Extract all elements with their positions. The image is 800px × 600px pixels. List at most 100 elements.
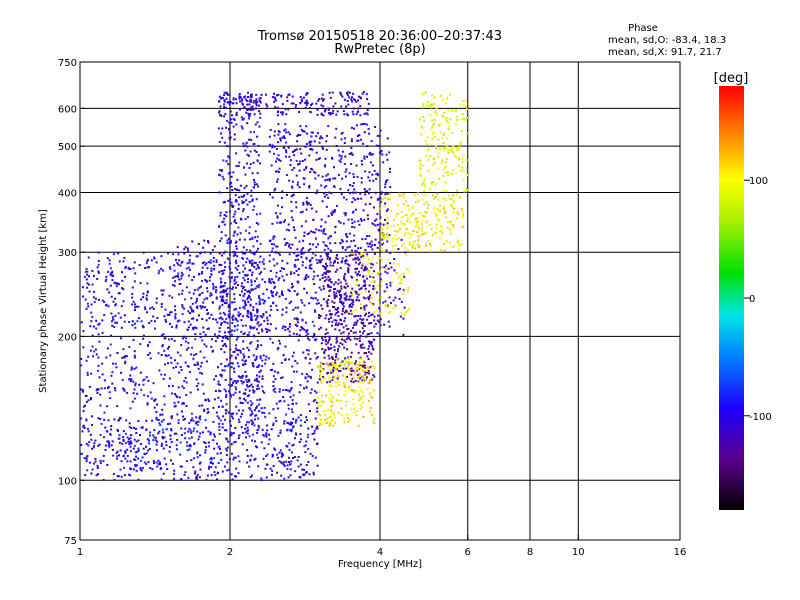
data-point	[276, 215, 279, 218]
data-point	[356, 410, 359, 412]
data-point	[416, 223, 419, 226]
data-point	[339, 300, 342, 303]
data-point	[294, 149, 297, 151]
data-point	[232, 314, 235, 317]
data-point	[435, 223, 438, 226]
data-point	[289, 323, 291, 326]
data-point	[258, 283, 261, 286]
data-point	[180, 427, 183, 430]
data-point	[207, 467, 210, 470]
data-point	[258, 104, 261, 107]
data-point	[241, 290, 243, 293]
data-point	[373, 365, 376, 367]
data-point	[456, 239, 459, 242]
data-point	[366, 235, 368, 238]
data-point	[248, 389, 251, 392]
data-point	[403, 223, 406, 226]
data-point	[225, 396, 228, 398]
data-point	[118, 260, 121, 263]
data-point	[188, 259, 191, 261]
data-point	[358, 223, 361, 226]
data-point	[251, 271, 254, 274]
data-point	[218, 100, 221, 103]
data-point	[232, 234, 235, 237]
data-point	[322, 105, 325, 108]
data-point	[367, 128, 370, 130]
data-point	[242, 333, 245, 335]
data-point	[244, 370, 247, 373]
data-point	[160, 305, 163, 308]
data-point	[261, 260, 264, 263]
data-point	[352, 92, 355, 95]
data-point	[178, 278, 181, 281]
data-point	[320, 380, 323, 383]
data-point	[416, 231, 419, 234]
data-point	[376, 284, 379, 287]
data-point	[303, 328, 306, 331]
data-point	[399, 315, 402, 318]
data-point	[213, 378, 216, 381]
data-point	[268, 280, 271, 283]
data-point	[376, 291, 378, 294]
data-point	[228, 310, 231, 313]
data-point	[89, 433, 92, 436]
data-point	[310, 135, 313, 138]
data-point	[229, 392, 232, 395]
data-point	[244, 399, 247, 402]
data-point	[359, 105, 362, 108]
data-point	[366, 113, 369, 116]
data-point	[80, 388, 83, 391]
data-point	[451, 150, 454, 153]
data-point	[157, 463, 160, 465]
data-point	[160, 373, 163, 376]
data-point	[337, 282, 340, 285]
data-point	[181, 306, 184, 309]
data-point	[92, 355, 95, 358]
data-point	[183, 432, 186, 435]
data-point	[461, 207, 463, 210]
data-point	[373, 389, 376, 392]
data-point	[227, 316, 230, 319]
data-point	[330, 413, 333, 416]
data-point	[133, 356, 136, 359]
data-point	[217, 446, 220, 449]
data-point	[328, 416, 331, 419]
data-point	[350, 240, 353, 243]
data-point	[84, 474, 87, 477]
data-point	[239, 313, 242, 316]
data-point	[233, 282, 236, 285]
data-point	[221, 127, 224, 130]
data-point	[241, 102, 244, 105]
data-point	[110, 295, 113, 298]
data-point	[329, 393, 332, 396]
data-point	[140, 426, 143, 429]
data-point	[106, 347, 109, 350]
data-point	[222, 300, 225, 303]
data-point	[231, 114, 233, 117]
data-point	[154, 320, 156, 323]
data-point	[146, 438, 149, 441]
data-point	[247, 379, 250, 382]
data-point	[339, 242, 342, 245]
data-point	[308, 362, 311, 365]
data-point	[181, 410, 183, 413]
data-point	[185, 405, 188, 407]
data-point	[307, 353, 310, 356]
data-point	[345, 255, 348, 258]
data-point	[410, 214, 413, 217]
data-point	[394, 230, 397, 232]
data-point	[119, 417, 122, 420]
data-point	[271, 368, 274, 371]
data-point	[432, 157, 435, 160]
data-point	[249, 150, 252, 153]
data-point	[435, 183, 438, 186]
data-point	[362, 256, 365, 259]
data-point	[232, 351, 235, 353]
data-point	[419, 160, 422, 162]
data-point	[435, 112, 437, 115]
data-point	[402, 333, 405, 336]
data-point	[272, 408, 275, 411]
data-point	[335, 257, 338, 259]
data-point	[341, 313, 344, 316]
data-point	[268, 143, 271, 146]
